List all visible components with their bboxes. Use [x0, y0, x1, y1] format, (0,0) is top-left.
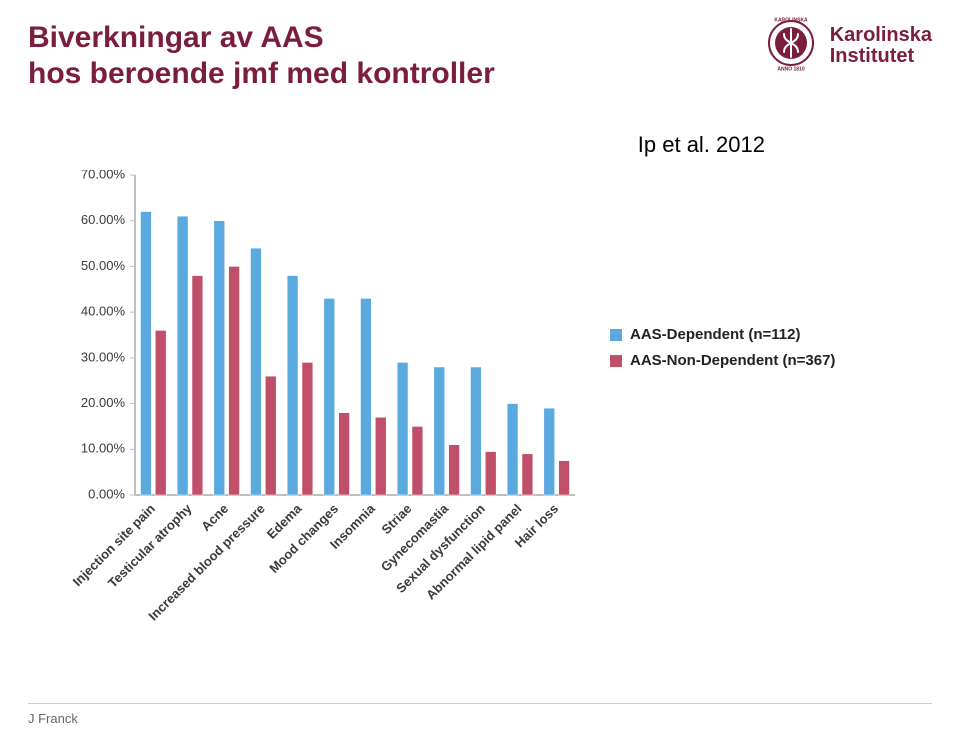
- svg-text:KAROLINSKA: KAROLINSKA: [774, 17, 808, 23]
- bar: [434, 367, 445, 495]
- bar: [559, 461, 570, 495]
- bar: [449, 445, 460, 495]
- bar: [287, 276, 298, 495]
- bar: [522, 454, 533, 495]
- footer-author: J Franck: [28, 711, 78, 726]
- bar: [302, 362, 313, 495]
- footer-divider: [28, 703, 932, 704]
- bar: [471, 367, 482, 495]
- legend-label: AAS-Dependent (n=112): [630, 326, 800, 343]
- bar: [361, 298, 372, 495]
- bar: [229, 266, 240, 495]
- bar: [265, 376, 276, 495]
- svg-text:30.00%: 30.00%: [81, 349, 126, 364]
- legend-swatch: [610, 329, 622, 341]
- bar: [141, 212, 152, 495]
- bar: [192, 276, 203, 495]
- svg-text:10.00%: 10.00%: [81, 441, 126, 456]
- svg-text:20.00%: 20.00%: [81, 395, 126, 410]
- bar: [544, 408, 555, 495]
- bar: [397, 362, 408, 495]
- bar: [485, 452, 496, 495]
- svg-text:60.00%: 60.00%: [81, 212, 126, 227]
- ki-logo-line1: Karolinska: [830, 24, 932, 46]
- svg-text:50.00%: 50.00%: [81, 258, 126, 273]
- bar-chart: 0.00% 10.00% 20.00% 30.00% 40.00% 50.00% 60.00…: [65, 170, 895, 640]
- x-axis-label: Acne: [198, 501, 231, 534]
- svg-text:0.00%: 0.00%: [88, 486, 125, 501]
- svg-text:ANNO 1810: ANNO 1810: [777, 66, 804, 72]
- bar: [507, 404, 518, 495]
- bar: [251, 248, 262, 495]
- bar: [375, 417, 386, 495]
- ki-logo-line2: Institutet: [830, 45, 914, 67]
- bar: [412, 426, 423, 495]
- bar: [155, 330, 166, 495]
- ki-logo-block: KAROLINSKA ANNO 1810 Karolinska Institut…: [762, 14, 932, 77]
- svg-text:70.00%: 70.00%: [81, 170, 126, 181]
- svg-text:40.00%: 40.00%: [81, 304, 126, 319]
- ki-logo-text: Karolinska Institutet: [830, 25, 932, 67]
- bar: [214, 221, 225, 495]
- citation: Ip et al. 2012: [638, 132, 765, 158]
- bar: [339, 413, 350, 495]
- ki-seal-icon: KAROLINSKA ANNO 1810: [762, 14, 820, 77]
- legend-swatch: [610, 355, 622, 367]
- legend-label: AAS-Non-Dependent (n=367): [630, 352, 835, 369]
- bar: [177, 216, 188, 495]
- bar: [324, 298, 335, 495]
